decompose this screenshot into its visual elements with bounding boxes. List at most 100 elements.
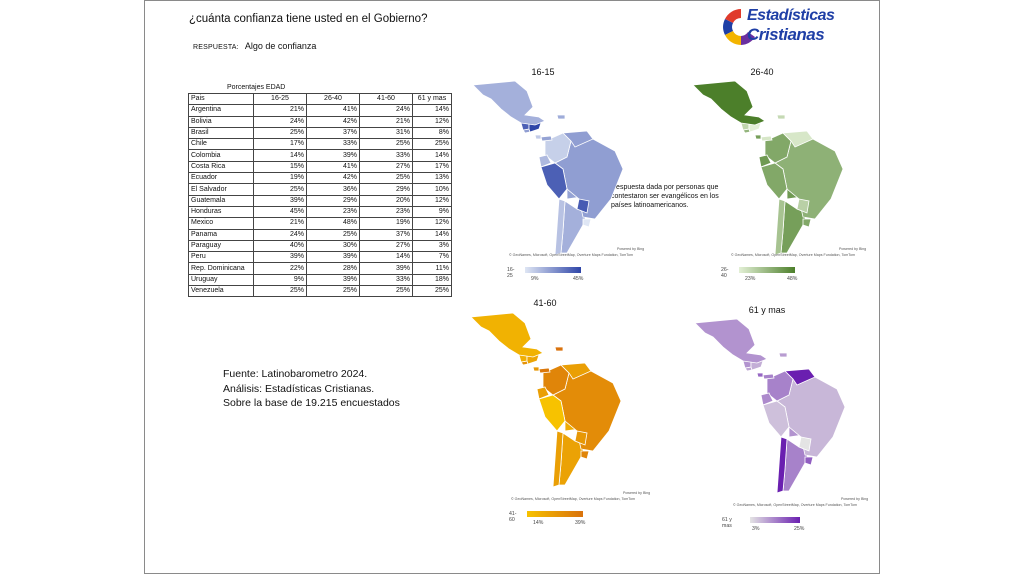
country-region-rep-dominicana xyxy=(778,352,788,358)
value-cell: 41% xyxy=(306,104,360,117)
table-row: Panama 24% 25% 37% 14% xyxy=(188,228,452,241)
value-cell: 25% xyxy=(359,138,413,151)
country-cell: Paraguay xyxy=(188,239,254,253)
legend-max: 45% xyxy=(573,276,584,282)
value-cell: 19% xyxy=(253,172,307,185)
value-cell: 39% xyxy=(253,251,307,264)
response-label: RESPUESTA: xyxy=(193,44,239,51)
value-cell: 3% xyxy=(412,239,452,253)
country-cell: Panama xyxy=(188,228,254,241)
country-region-paraguay xyxy=(796,198,810,214)
evangelical-note: Respuesta dada por personas que contesta… xyxy=(611,184,719,209)
logo-text-1: Estadísticas xyxy=(747,7,835,24)
value-cell: 12% xyxy=(412,115,452,128)
col-header: Pais xyxy=(188,92,254,106)
source-line: Análisis: Estadísticas Cristianas. xyxy=(223,382,375,395)
value-cell: 27% xyxy=(359,239,413,253)
value-cell: 29% xyxy=(359,183,413,196)
value-cell: 45% xyxy=(253,205,307,219)
value-cell: 33% xyxy=(359,273,413,287)
table-row: Uruguay 9% 39% 33% 18% xyxy=(188,273,452,287)
value-cell: 39% xyxy=(306,273,360,287)
table-row: Guatemala 39% 29% 20% 12% xyxy=(188,194,452,207)
logo: Estadísticas Cristianas xyxy=(719,3,869,49)
powered-by: Powered by Bing xyxy=(841,497,869,501)
value-cell: 21% xyxy=(253,104,307,117)
country-region-venezuela xyxy=(784,368,816,386)
value-cell: 28% xyxy=(306,262,360,275)
powered-by: Powered by Bing xyxy=(623,491,651,495)
value-cell: 24% xyxy=(253,115,307,128)
map-attribution: © GeoNames, Microsoft, OpenStreetMap, Ov… xyxy=(731,253,856,257)
value-cell: 37% xyxy=(306,126,360,140)
value-cell: 33% xyxy=(359,149,413,162)
country-region-uruguay xyxy=(804,456,814,466)
country-cell: Uruguay xyxy=(188,273,254,287)
value-cell: 25% xyxy=(306,228,360,241)
value-cell: 48% xyxy=(306,217,360,230)
response-line: RESPUESTA: Algo de confianza xyxy=(193,41,316,51)
powered-by: Powered by Bing xyxy=(617,247,645,251)
value-cell: 39% xyxy=(306,149,360,162)
country-region-costa-rica xyxy=(754,134,762,140)
value-cell: 9% xyxy=(412,205,452,219)
country-region-mexico xyxy=(470,312,544,358)
table-row: Brasil 25% 37% 31% 8% xyxy=(188,126,452,140)
legend-bar xyxy=(750,517,800,523)
value-cell: 8% xyxy=(412,126,452,140)
value-cell: 40% xyxy=(253,239,307,253)
powered-by: Powered by Bing xyxy=(839,247,867,251)
country-cell: Argentina xyxy=(188,104,254,117)
value-cell: 37% xyxy=(359,228,413,241)
value-cell: 14% xyxy=(253,149,307,162)
map-61-y-mas xyxy=(694,318,846,494)
country-region-costa-rica xyxy=(532,366,540,372)
country-region-chile xyxy=(552,430,564,488)
table-header-row: Pais 16-25 26-40 41-60 61 y mas xyxy=(188,92,452,106)
value-cell: 25% xyxy=(412,285,452,298)
table-row: Argentina 21% 41% 24% 14% xyxy=(188,104,452,117)
col-header: 41-60 xyxy=(359,92,413,106)
source-line: Fuente: Latinobarometro 2024. xyxy=(223,368,368,380)
country-region-costa-rica xyxy=(534,134,542,140)
value-cell: 33% xyxy=(306,138,360,151)
col-header: 16-25 xyxy=(253,92,307,106)
country-region-paraguay xyxy=(574,430,588,446)
value-cell: 25% xyxy=(253,126,307,140)
country-region-chile xyxy=(776,436,788,494)
country-region-paraguay xyxy=(576,198,590,214)
map-26-40 xyxy=(692,80,844,256)
country-region-rep-dominicana xyxy=(776,114,786,120)
value-cell: 25% xyxy=(359,172,413,185)
map-16-25 xyxy=(472,80,624,256)
value-cell: 14% xyxy=(412,149,452,162)
country-cell: Ecuador xyxy=(188,172,254,185)
country-region-venezuela xyxy=(782,130,814,148)
value-cell: 20% xyxy=(359,194,413,207)
country-region-peru xyxy=(762,400,790,438)
value-cell: 10% xyxy=(412,183,452,196)
country-region-mexico xyxy=(694,318,768,364)
logo-text-2: Cristianas xyxy=(747,25,825,44)
legend-min: 3% xyxy=(752,526,760,532)
map-attribution: © GeoNames, Microsoft, OpenStreetMap, Ov… xyxy=(511,497,636,501)
value-cell: 15% xyxy=(253,160,307,174)
value-cell: 7% xyxy=(412,251,452,264)
country-region-peru xyxy=(540,162,568,200)
col-header: 26-40 xyxy=(306,92,360,106)
value-cell: 41% xyxy=(306,160,360,174)
value-cell: 23% xyxy=(306,205,360,219)
value-cell: 11% xyxy=(412,262,452,275)
value-cell: 25% xyxy=(253,285,307,298)
table-row: Paraguay 40% 30% 27% 3% xyxy=(188,239,452,253)
country-cell: Colombia xyxy=(188,149,254,162)
country-region-venezuela xyxy=(560,362,592,380)
country-region-ecuador xyxy=(758,154,772,168)
table-row: Venezuela 25% 25% 25% 25% xyxy=(188,285,452,298)
value-cell: 18% xyxy=(412,273,452,287)
country-region-rep-dominicana xyxy=(554,346,564,352)
country-region-ecuador xyxy=(538,154,552,168)
value-cell: 36% xyxy=(306,183,360,196)
value-cell: 25% xyxy=(306,285,360,298)
value-cell: 13% xyxy=(412,172,452,185)
